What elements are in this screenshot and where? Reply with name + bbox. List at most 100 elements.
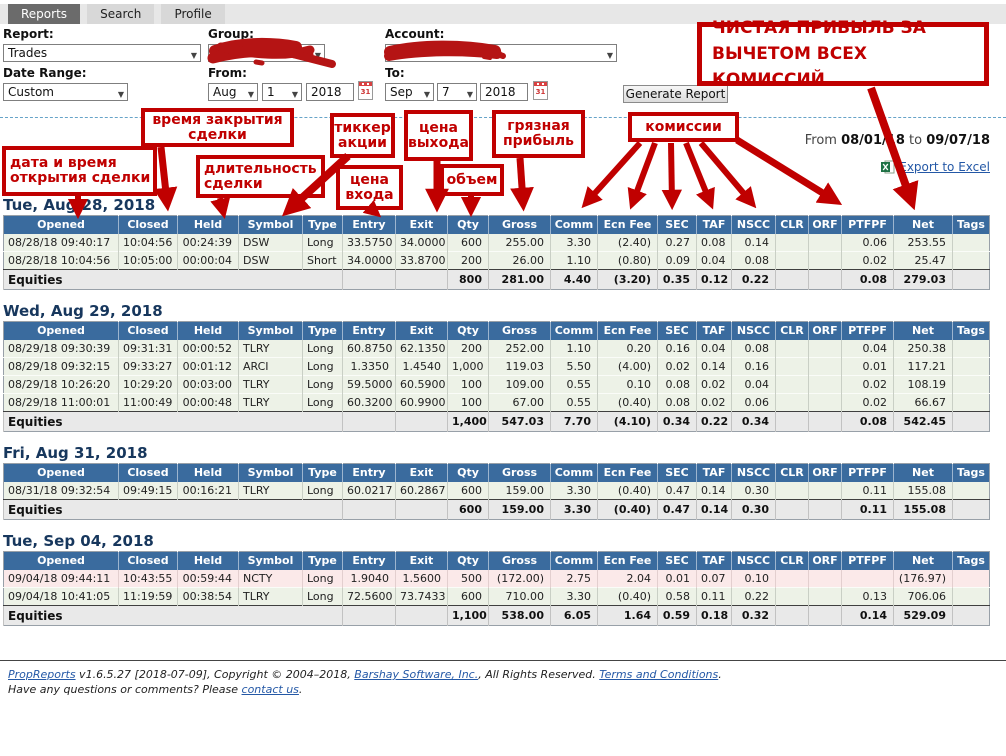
trade-cell: 0.27 [657,233,697,252]
column-header: NSCC [731,551,776,570]
trade-cell: 2.04 [597,569,658,588]
generate-report-button[interactable]: Generate Report [623,85,728,103]
column-header: Comm [550,463,598,482]
column-header: Exit [395,215,448,234]
trade-cell: 0.08 [657,375,697,394]
from-year-input[interactable] [306,83,354,101]
column-header: Closed [118,551,178,570]
trade-cell: 3.30 [550,481,598,500]
account-select[interactable]: ▼ [385,44,617,62]
trade-cell: 0.02 [841,375,894,394]
to-year-input[interactable] [480,83,528,101]
to-month-select[interactable]: Sep ▼ [385,83,434,101]
trade-cell: 1,000 [447,357,489,376]
trade-cell: 250.38 [893,339,953,358]
totals-cell: 0.22 [696,411,732,432]
date-range-select-value: Custom [8,85,54,99]
totals-blank-cell [342,605,396,626]
column-header: Ecn Fee [597,215,658,234]
date-range-select[interactable]: Custom ▼ [3,83,128,101]
trade-cell: Long [302,393,343,412]
trade-row: 09/04/18 10:41:05 11:19:59 00:38:54 TLRY Lon… [3,587,990,606]
period-to-date: 09/07/18 [926,133,990,148]
to-day-select[interactable]: 7 ▼ [437,83,477,101]
chevron-down-icon: ▼ [117,90,124,99]
trade-cell: 59.5000 [342,375,396,394]
annotation-comm: комиссии [628,112,739,142]
trade-cell: (4.00) [597,357,658,376]
trade-cell: 0.16 [657,339,697,358]
footer-text: . [718,668,722,681]
totals-cell: 0.14 [841,605,894,626]
trade-cell: (172.00) [488,569,551,588]
tab-reports[interactable]: Reports [8,4,81,24]
totals-blank-cell [395,269,448,290]
column-header: TAF [696,463,732,482]
column-header: SEC [657,321,697,340]
totals-cell [775,411,809,432]
column-header: Held [177,463,239,482]
trade-cell [952,233,990,252]
column-header: Qty [447,215,489,234]
totals-cell: 0.30 [731,499,776,520]
totals-cell [952,605,990,626]
propreports-link[interactable]: PropReports [8,668,76,681]
trade-cell [952,569,990,588]
trade-cell: 0.13 [841,587,894,606]
totals-cell [952,499,990,520]
trade-cell: TLRY [238,393,303,412]
column-header: Exit [395,551,448,570]
export-to-excel-link[interactable]: Export to Excel [899,160,990,174]
to-calendar-icon[interactable]: 31 [533,81,548,100]
trade-row: 08/31/18 09:32:54 09:49:15 00:16:21 TLRY Lon… [3,481,990,500]
tab-profile[interactable]: Profile [161,4,225,24]
period-from-word: From [804,133,837,148]
calendar-top [534,82,547,87]
totals-cell: 0.11 [841,499,894,520]
column-header: CLR [775,463,809,482]
trade-cell: 00:59:44 [177,569,239,588]
trade-cell: 108.19 [893,375,953,394]
totals-blank-cell [342,499,396,520]
trade-cell [775,481,809,500]
trade-cell [808,233,842,252]
totals-cell: (0.40) [597,499,658,520]
company-link[interactable]: Barshay Software, Inc. [354,668,479,681]
trade-cell: TLRY [238,375,303,394]
contact-us-link[interactable]: contact us [241,683,299,696]
footer: PropReports v1.6.5.27 [2018-07-09], Copy… [0,660,1006,697]
totals-cell: 0.12 [696,269,732,290]
group-select[interactable]: ▼ [208,44,325,62]
chevron-down-icon: ▼ [423,90,430,99]
trade-cell: 0.30 [731,481,776,500]
report-select[interactable]: Trades ▼ [3,44,201,62]
trade-cell: 1.3350 [342,357,396,376]
trade-cell [952,339,990,358]
trade-cell: 33.5750 [342,233,396,252]
period-line: From 08/01/18 to 09/07/18 [805,133,990,148]
trade-cell: 26.00 [488,251,551,270]
trade-cell: 67.00 [488,393,551,412]
from-calendar-icon[interactable]: 31 [358,81,373,100]
terms-link[interactable]: Terms and Conditions [599,668,719,681]
trade-cell [775,569,809,588]
column-header: Ecn Fee [597,551,658,570]
column-header: Entry [342,215,396,234]
tab-search[interactable]: Search [87,4,155,24]
trade-cell: 1.4540 [395,357,448,376]
table-header-row: Opened Closed Held Symbol Type Entry Exit Qty Gr… [3,463,990,482]
from-month-select[interactable]: Aug ▼ [208,83,258,101]
trade-cell: TLRY [238,481,303,500]
totals-blank-cell [395,605,448,626]
calendar-top [359,82,372,87]
totals-cell: 1,100 [447,605,489,626]
column-header: Closed [118,463,178,482]
from-day-select[interactable]: 1 ▼ [262,83,302,101]
trade-cell: DSW [238,233,303,252]
trade-cell: 0.22 [731,587,776,606]
trade-cell [808,339,842,358]
totals-cell: 0.59 [657,605,697,626]
trade-cell: 60.3200 [342,393,396,412]
column-header: Net [893,215,953,234]
day-section: Fri, Aug 31, 2018 Opened Closed Held Symbol T… [3,444,990,520]
